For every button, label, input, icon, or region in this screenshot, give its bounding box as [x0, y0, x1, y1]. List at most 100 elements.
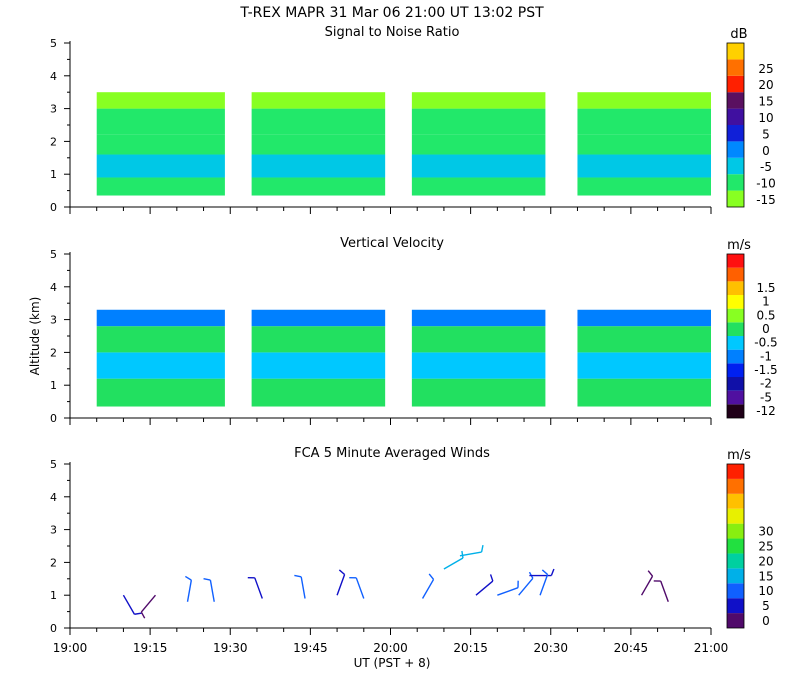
heatmap-cell: [96, 154, 225, 178]
x-tick-label: 21:00: [694, 641, 729, 655]
y-tick-label: 1: [50, 168, 57, 181]
wind-barb: [497, 587, 519, 596]
colorbar-label: 5: [762, 127, 770, 141]
colorbar-swatch: [727, 190, 744, 207]
wind-barb-flag: [489, 574, 494, 582]
panel-1: Signal to Noise Ratio 0 1 2 3 4 5 -15 -10 -5 0 5 10 1…: [50, 25, 776, 214]
colorbar-label: -1.5: [754, 363, 777, 377]
heatmap-cell: [577, 134, 711, 155]
y-tick-label: 5: [50, 37, 57, 50]
heatmap-cell: [411, 352, 546, 379]
panel-title: Vertical Velocity: [340, 236, 444, 251]
colorbar-swatch: [727, 322, 744, 336]
wind-barb: [209, 579, 215, 602]
y-tick-label: 2: [50, 346, 57, 359]
y-tick-label: 0: [50, 201, 57, 214]
heatmap-cell: [251, 378, 386, 407]
colorbar-label: 15: [758, 95, 773, 109]
wind-barb-flag: [480, 545, 484, 553]
colorbar-swatch: [727, 583, 744, 599]
heatmap-cell: [411, 134, 546, 155]
colorbar-label: -2: [760, 377, 772, 391]
colorbar-label: 1: [762, 295, 770, 309]
wind-barb-flag: [203, 578, 211, 581]
panels: Signal to Noise Ratio012345-15-10-505101…: [50, 25, 778, 655]
wind-barb: [336, 574, 346, 596]
y-tick-label: 3: [50, 103, 57, 116]
colorbar-label: -1: [760, 349, 772, 363]
heatmap-cell: [251, 108, 386, 135]
y-tick-label: 4: [50, 281, 57, 294]
heatmap-cell: [577, 108, 711, 135]
heatmap-cell: [577, 378, 711, 407]
wind-barb: [300, 576, 306, 599]
colorbar-units: m/s: [727, 448, 751, 463]
heatmap-cell: [96, 378, 225, 407]
wind-barb: [421, 579, 435, 599]
colorbar-swatch: [727, 568, 744, 584]
colorbar-label: 0: [762, 144, 770, 158]
colorbar-label: -5: [760, 390, 772, 404]
colorbar-label: 0: [762, 614, 770, 628]
colorbar-swatch: [727, 108, 744, 125]
colorbar-swatch: [727, 538, 744, 554]
x-tick-label: 20:30: [533, 641, 568, 655]
colorbar-frame: [726, 253, 745, 419]
wind-barb-flag: [461, 550, 464, 559]
colorbar-swatch: [727, 157, 744, 175]
y-tick-label: 1: [50, 379, 57, 392]
heatmap-cell: [411, 154, 546, 178]
heatmap-cell: [411, 326, 546, 353]
colorbar-swatch: [727, 493, 744, 509]
heatmap-cell: [577, 352, 711, 379]
x-tick-label: 20:45: [614, 641, 649, 655]
wind-barb-flag: [140, 611, 146, 619]
colorbar-frame: [726, 42, 745, 208]
colorbar-swatch: [727, 464, 744, 479]
wind-barb: [140, 594, 157, 613]
colorbar-label: -15: [756, 193, 776, 207]
heatmap-cell: [96, 177, 225, 196]
y-tick-label: 3: [50, 524, 57, 537]
heatmap-cell: [251, 352, 386, 379]
y-tick-label: 5: [50, 248, 57, 261]
colorbar-label: 0: [762, 322, 770, 336]
wind-barb: [518, 577, 534, 596]
heatmap-cell: [411, 108, 546, 135]
wind-barb: [122, 594, 136, 615]
colorbar-swatch: [727, 295, 744, 309]
heatmap-cell: [411, 92, 546, 109]
colorbar-swatch: [727, 523, 744, 539]
heatmap-cell: [577, 154, 711, 178]
wind-barb-flag: [134, 612, 142, 615]
panel-title: Signal to Noise Ratio: [325, 25, 460, 40]
colorbar-swatch: [727, 308, 744, 323]
x-tick-label: 20:00: [373, 641, 408, 655]
colorbar-swatch: [727, 478, 744, 494]
wind-barb-flag: [428, 573, 435, 580]
colorbar-label: 25: [758, 539, 773, 553]
colorbar-label: -10: [756, 177, 776, 191]
heatmap-cell: [577, 177, 711, 196]
panel-3: FCA 5 Minute Averaged Winds 0 1 2 3 4 5 19:00 19…: [50, 446, 774, 655]
colorbar-swatch: [727, 59, 744, 76]
colorbar-label: 20: [758, 554, 773, 568]
colorbar-label: 10: [758, 111, 773, 125]
wind-barb-flag: [550, 568, 555, 576]
x-tick-label: 19:00: [53, 641, 88, 655]
colorbar-swatch: [727, 75, 744, 93]
heatmap-cell: [96, 108, 225, 135]
colorbar-swatch: [727, 336, 744, 350]
colorbar-label: 5: [762, 599, 770, 613]
colorbar-frame: [726, 463, 745, 629]
wind-barb: [475, 580, 494, 596]
colorbar-label: 0.5: [756, 308, 775, 322]
heatmap-cell: [577, 92, 711, 109]
colorbar-swatch: [727, 553, 744, 569]
heatmap-cell: [96, 134, 225, 155]
y-tick-label: 0: [50, 412, 57, 425]
wind-barb: [443, 557, 464, 570]
colorbar-swatch: [727, 377, 744, 391]
heatmap-cell: [411, 309, 546, 327]
y-axis-label: Altitude (km): [28, 297, 42, 376]
